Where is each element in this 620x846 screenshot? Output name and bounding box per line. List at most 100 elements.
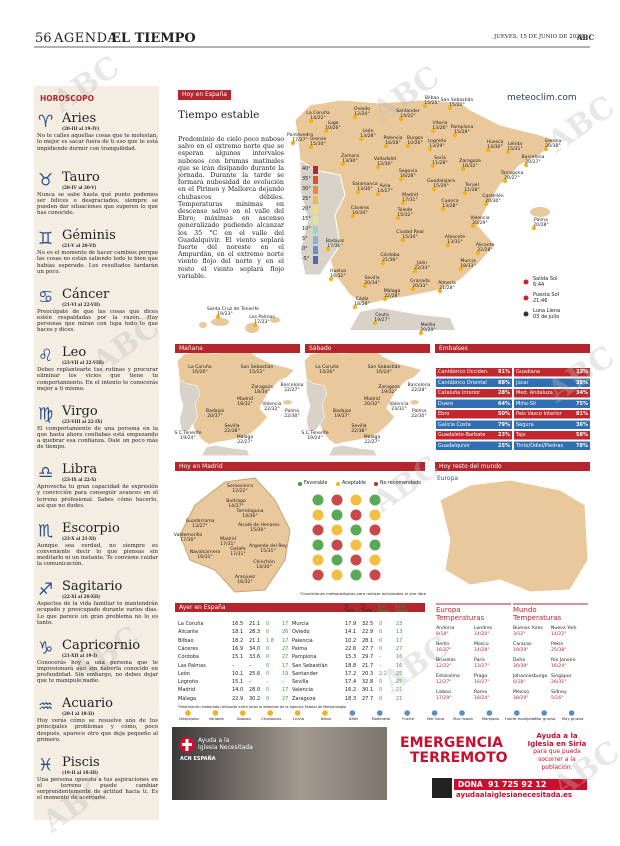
- city-name: Bilbao: [178, 637, 194, 644]
- city-name: Albacete: [444, 235, 466, 240]
- cell: 17.9: [345, 621, 357, 627]
- cell: 27.7: [362, 645, 374, 652]
- section-tag: Mañana: [179, 345, 203, 352]
- city-temp: 16/32°: [462, 164, 478, 169]
- city-name: Córdoba: [178, 654, 199, 661]
- section-tag: Hoy en Madrid: [179, 463, 223, 470]
- city-name: Cuenca: [441, 199, 459, 204]
- city-temp: 13/31°: [447, 240, 463, 245]
- reservoir-level: 78%: [576, 442, 588, 449]
- city-name: La Coruña: [306, 111, 330, 116]
- city-name: Buitrago: [226, 499, 246, 504]
- sign-text: Debes replantearte tus rutinas y procura…: [37, 367, 158, 392]
- city-temp: 22/28°: [384, 294, 400, 299]
- column-header: °C Tmín: [344, 604, 354, 613]
- city-name: Estocolmo: [436, 674, 460, 679]
- city-temp: 21/36°: [382, 258, 398, 263]
- reservoir-level: 88%: [498, 379, 510, 386]
- sign-icon: ♊: [38, 229, 53, 249]
- legend-icon: [514, 710, 520, 716]
- city-name: México: [513, 690, 530, 695]
- cell: 28.3: [249, 629, 261, 636]
- section-bar: [435, 462, 590, 471]
- activity-icon: [350, 524, 362, 536]
- cell: 10.1: [232, 670, 244, 677]
- cell: 0: [266, 645, 270, 652]
- city-name: La Coruña: [178, 621, 204, 627]
- section-bar: [435, 344, 590, 353]
- cell: 23: [396, 621, 403, 627]
- sign-name: Tauro: [62, 169, 100, 185]
- city-name: París: [474, 658, 485, 663]
- ad-pitch: socorrer a la: [538, 756, 576, 763]
- city-name: Londres: [474, 626, 493, 631]
- city-temp: 16/31°: [197, 555, 213, 560]
- reservoir-level: 33%: [576, 369, 588, 375]
- sign-dates: (21-V al 20-VI): [62, 243, 97, 248]
- weather-icon: [412, 268, 418, 274]
- sign-icon: ♋: [38, 288, 53, 308]
- city-name: Pekín: [551, 642, 564, 647]
- activity-icon: [369, 524, 381, 536]
- cell: 16.9: [232, 645, 244, 652]
- weather-icon: [418, 330, 424, 336]
- cell: 0: [379, 695, 383, 702]
- activity-icon: [350, 569, 362, 581]
- cell: 19: [282, 670, 289, 677]
- reservoir-level: 36%: [576, 421, 588, 428]
- reservoir-name: Med. Andaluza: [516, 390, 553, 396]
- city-temp: 8/18°: [436, 632, 449, 637]
- city-temp: 6/18°: [513, 680, 526, 685]
- city-name: San Sebastián: [292, 662, 328, 669]
- city-name: Palencia: [292, 637, 313, 644]
- reservoir-name: Miño-Sil: [516, 400, 536, 407]
- city-name: Barcelona: [280, 383, 304, 388]
- cell: 15.1: [232, 679, 244, 686]
- reservoir-name: País Vasco Interior: [516, 411, 562, 417]
- ad-pitch: para que pueda: [533, 748, 581, 755]
- reservoir-bar: [436, 378, 512, 387]
- city-temp: 19/23°: [217, 312, 233, 317]
- weather-icon: [355, 189, 361, 195]
- city-temp: 14/22°: [310, 116, 326, 121]
- city-temp: 14/22°: [551, 632, 567, 637]
- city-name: Huesca: [486, 140, 504, 145]
- scale-swatch: [313, 196, 318, 204]
- city-name: Badajoz: [205, 409, 225, 414]
- cell: 0: [379, 637, 383, 644]
- weather-icon: [405, 143, 411, 149]
- cell: –: [379, 662, 382, 669]
- sign-text: Nunca se sabe hasta qué punto podemos se…: [37, 191, 158, 217]
- city-name: Berlín: [436, 642, 450, 647]
- city-name: Las Palmas: [249, 315, 275, 320]
- activity-icon: [369, 554, 381, 566]
- city-name: Cáceres: [178, 645, 199, 652]
- weather-icon: [475, 250, 481, 256]
- reservoir-name: Tajo: [516, 432, 526, 438]
- qr-code: [432, 778, 452, 798]
- activity-icon: [331, 569, 343, 581]
- cell: –: [232, 662, 235, 669]
- cell: 30.2: [249, 695, 261, 702]
- reservoir-name: Cantábrico Oriental: [438, 379, 487, 386]
- city-name: Sevilla: [292, 679, 309, 686]
- city-name: Salamanca: [352, 182, 378, 187]
- cell: 21.1: [249, 637, 261, 644]
- reservoir-level: 28%: [498, 390, 510, 396]
- weather-icon: [470, 223, 476, 229]
- scale-swatch: [313, 166, 318, 174]
- legend-icon: [486, 710, 493, 716]
- city-temp: 20/34°: [364, 281, 380, 286]
- icon-label: Muy gruesa: [561, 717, 584, 721]
- cell: 21: [396, 687, 403, 694]
- sign-text: No es el momento de hacer cambios porque…: [37, 250, 158, 275]
- city-name: Jaén: [417, 261, 427, 266]
- city-name: Soria: [434, 156, 446, 161]
- cell: 25: [396, 670, 403, 677]
- weather-icon: [323, 128, 329, 134]
- section-tag: Hoy en España: [178, 90, 231, 100]
- icon-label: Fuerte: [402, 717, 415, 721]
- city-name: Pamplona: [292, 654, 317, 661]
- city-name: Badajoz: [332, 409, 352, 414]
- city-temp: 16/24°: [376, 370, 392, 375]
